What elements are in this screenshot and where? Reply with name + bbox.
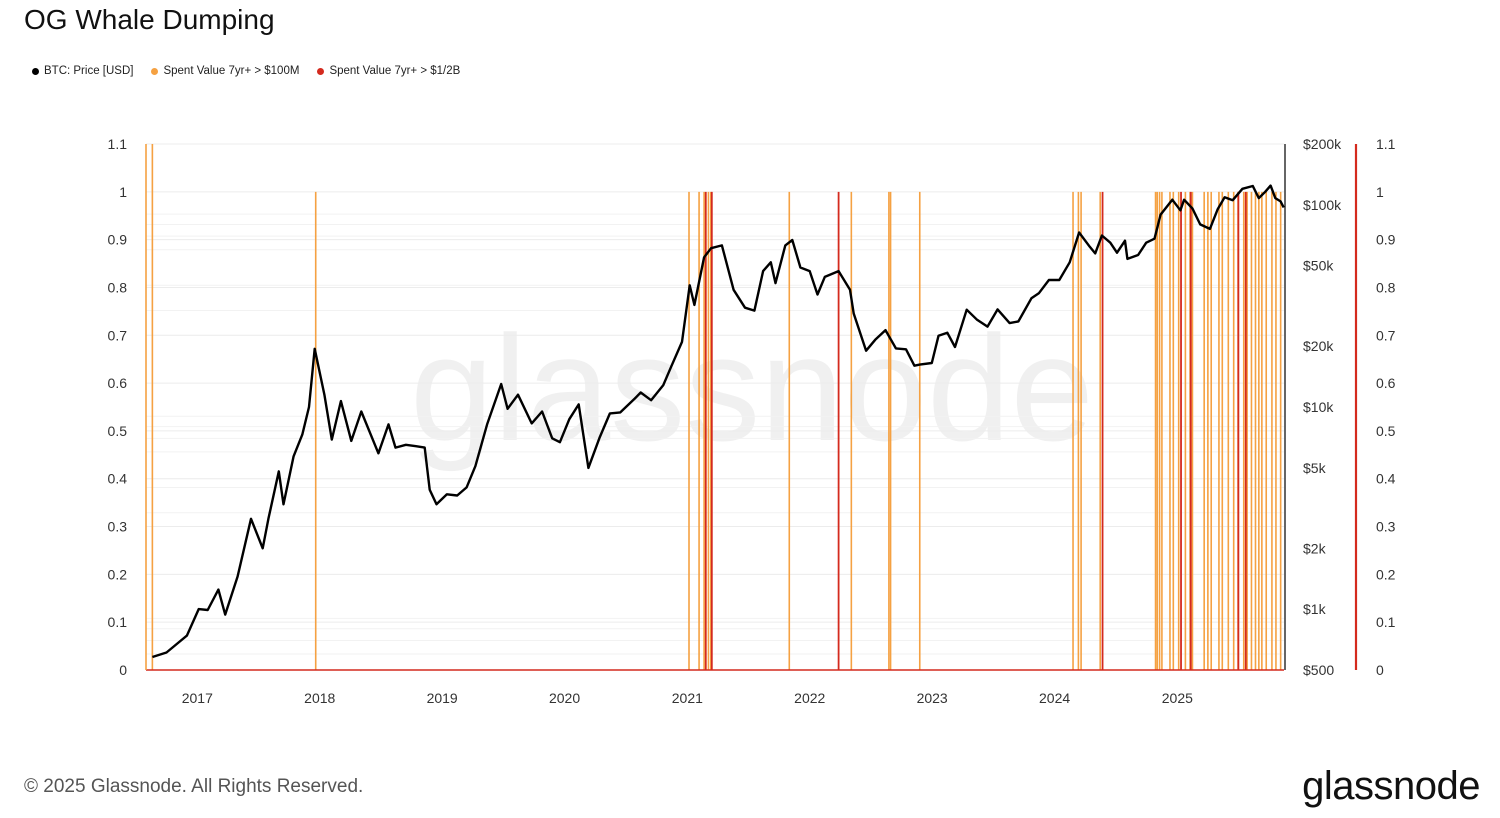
legend-item-100m[interactable]: Spent Value 7yr+ > $100M [151, 65, 299, 77]
right-axis-tick-label: 1.1 [1376, 136, 1396, 152]
right-axis-tick-label: 0.4 [1376, 471, 1396, 487]
price-axis-tick-label: $1k [1303, 601, 1327, 617]
price-line [152, 184, 1285, 659]
left-axis-tick-label: 0 [119, 662, 127, 678]
legend-dot-half-b [317, 67, 325, 75]
right-axis-tick-label: 0.6 [1376, 375, 1396, 391]
axes: 0 0.1 0.2 0.3 0.4 0.5 0.6 0.7 0.8 0.9 1 1.1 0 0.1 0.2 0… [108, 136, 1396, 706]
left-axis-tick-label: 1 [119, 184, 127, 200]
legend-item-price[interactable]: BTC: Price [USD] [32, 65, 133, 77]
legend-item-half-b[interactable]: Spent Value 7yr+ > $1/2B [317, 65, 460, 77]
x-axis-tick-label: 2025 [1162, 690, 1193, 706]
price-axis-tick-label: $100k [1303, 197, 1342, 213]
legend: BTC: Price [USD] Spent Value 7yr+ > $100… [32, 65, 460, 77]
left-axis-tick-label: 0.5 [108, 423, 128, 439]
x-axis-tick-label: 2022 [794, 690, 825, 706]
legend-label-price: BTC: Price [USD] [44, 65, 134, 77]
watermark-logo: glassnode [410, 304, 1094, 472]
right-axis-tick-label: 0.7 [1376, 327, 1396, 343]
left-axis-tick-label: 0.4 [108, 471, 128, 487]
x-axis-tick-label: 2019 [427, 690, 458, 706]
x-axis-tick-label: 2021 [672, 690, 703, 706]
left-axis-tick-label: 0.3 [108, 519, 128, 535]
left-axis-tick-label: 0.7 [108, 327, 128, 343]
price-axis-tick-label: $500 [1303, 662, 1334, 678]
x-axis-tick-label: 2018 [304, 690, 335, 706]
left-axis-tick-label: 0.6 [108, 375, 128, 391]
right-axis-tick-label: 1 [1376, 184, 1384, 200]
left-axis-tick-label: 0.8 [108, 279, 128, 295]
left-axis-tick-label: 1.1 [108, 136, 128, 152]
price-axis-tick-label: $20k [1303, 338, 1334, 354]
right-axis-tick-label: 0.3 [1376, 519, 1396, 535]
right-axis-tick-label: 0.5 [1376, 423, 1396, 439]
right-axis-tick-label: 0.8 [1376, 279, 1396, 295]
price-axis-tick-label: $5k [1303, 460, 1327, 476]
price-axis-tick-label: $50k [1303, 258, 1334, 274]
x-axis-tick-label: 2020 [549, 690, 580, 706]
price-axis-tick-label: $2k [1303, 540, 1327, 556]
x-axis-tick-label: 2023 [917, 690, 948, 706]
legend-label-100m: Spent Value 7yr+ > $100M [163, 65, 300, 77]
right-axis-tick-label: 0.2 [1376, 566, 1396, 582]
legend-label-half-b: Spent Value 7yr+ > $1/2B [329, 65, 461, 77]
right-axis-tick-label: 0.9 [1376, 232, 1396, 248]
x-axis-tick-label: 2017 [182, 690, 213, 706]
right-axis-tick-label: 0 [1376, 662, 1384, 678]
right-axis-tick-label: 0.1 [1376, 614, 1396, 630]
left-axis-tick-label: 0.2 [108, 566, 128, 582]
price-axis-tick-label: $200k [1303, 136, 1342, 152]
x-axis-tick-label: 2024 [1039, 690, 1070, 706]
left-axis-tick-label: 0.9 [108, 232, 128, 248]
copyright-text: © 2025 Glassnode. All Rights Reserved. [24, 776, 364, 797]
left-axis-tick-label: 0.1 [108, 614, 128, 630]
chart-title: OG Whale Dumping [24, 4, 275, 35]
legend-dot-price [32, 67, 39, 75]
price-axis-tick-label: $10k [1303, 399, 1334, 415]
glassnode-logo: glassnode [1302, 764, 1480, 808]
grid [146, 143, 1284, 671]
legend-dot-100m [151, 67, 159, 75]
